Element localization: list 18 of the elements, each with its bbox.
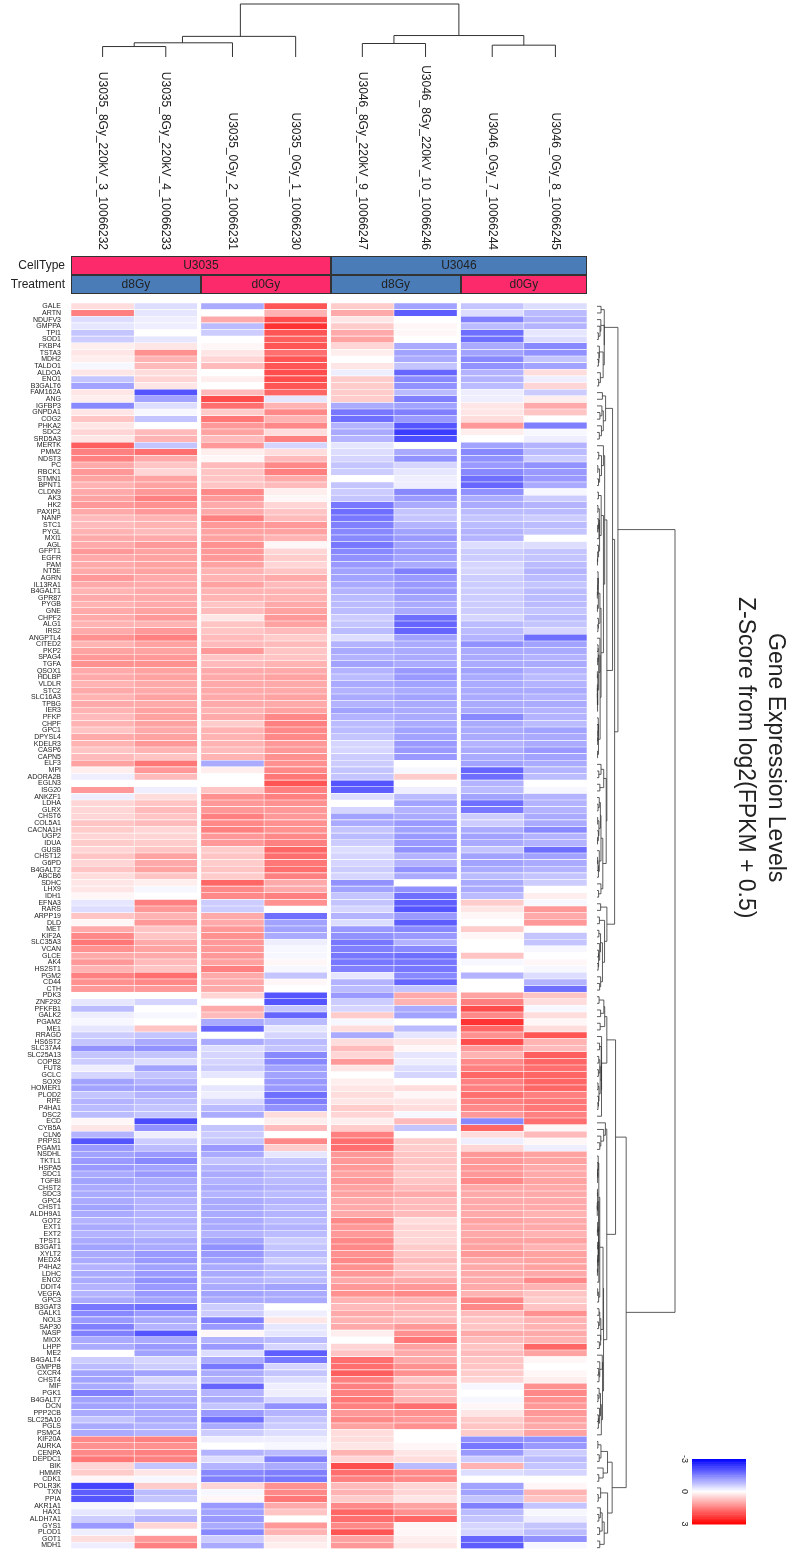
x-tick-label: U3035_0Gy_2_10066231 <box>226 112 241 251</box>
color-bar-label: 3 <box>680 1521 691 1527</box>
text: Gene Expression Levels <box>763 631 791 885</box>
group-tag: d8Gy <box>71 274 201 294</box>
color-bar-label: 0 <box>680 1488 691 1495</box>
x-tick-label: U3046_8Gy_220kV_10_10066246 <box>419 65 434 251</box>
text: CellType <box>17 257 65 274</box>
x-tick-label: U3035_8Gy_220kV_3_10066232 <box>96 71 111 251</box>
x-tick-label: U3046_8Gy_220kV_9_10066247 <box>356 71 371 251</box>
text: Treatment <box>9 275 65 293</box>
x-tick-label: U3046_0Gy_8_10066245 <box>549 112 564 251</box>
x-tick-label: U3035_8Gy_220kV_4_10066233 <box>159 71 174 251</box>
x-tick-label: U3046_0Gy_7_10066244 <box>485 112 500 251</box>
group-tag: U3046 <box>330 256 587 275</box>
x-tick-label: U3035_0Gy_1_10066230 <box>289 112 304 251</box>
text: Z-Score from log2(FPKM + 0.5) <box>733 595 761 921</box>
color-bar-label: -3 <box>680 1454 691 1464</box>
group-tag: U3035 <box>71 256 331 275</box>
